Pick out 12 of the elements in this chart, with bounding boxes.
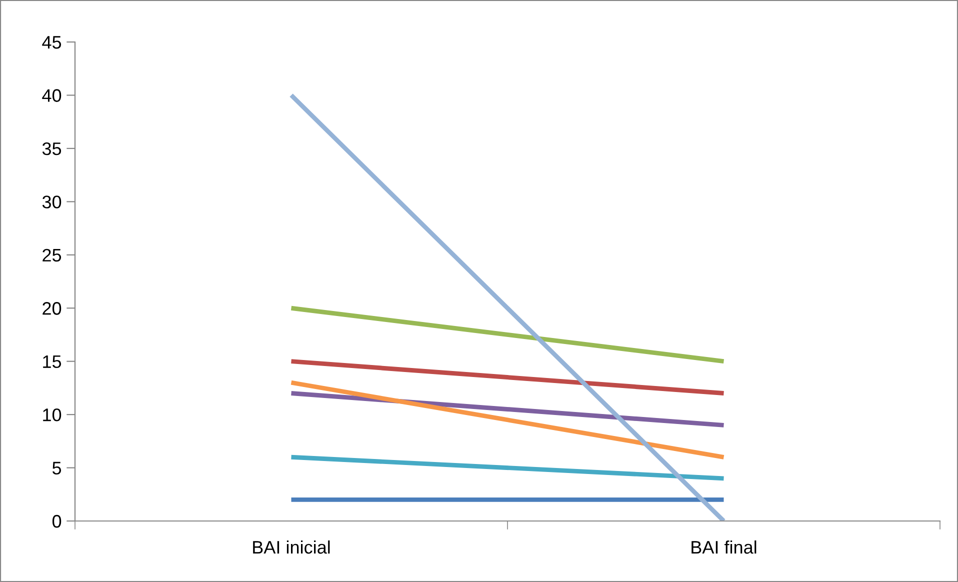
y-tick-label: 10 (43, 408, 62, 422)
y-tick-label: 40 (42, 89, 62, 102)
y-tick-label: 30 (42, 196, 62, 208)
y-tick-label: 15 (43, 355, 62, 368)
y-tick-label: 5 (52, 462, 62, 474)
y-tick-label: 20 (42, 302, 62, 315)
y-tick-label: 35 (42, 142, 62, 156)
x-tick-label: BAI final (692, 540, 756, 554)
y-tick-label: 45 (42, 36, 62, 49)
y-tick-label: 25 (42, 248, 62, 262)
y-tick-label: 0 (52, 514, 62, 528)
x-tick-label: BAI inicial (253, 540, 330, 554)
